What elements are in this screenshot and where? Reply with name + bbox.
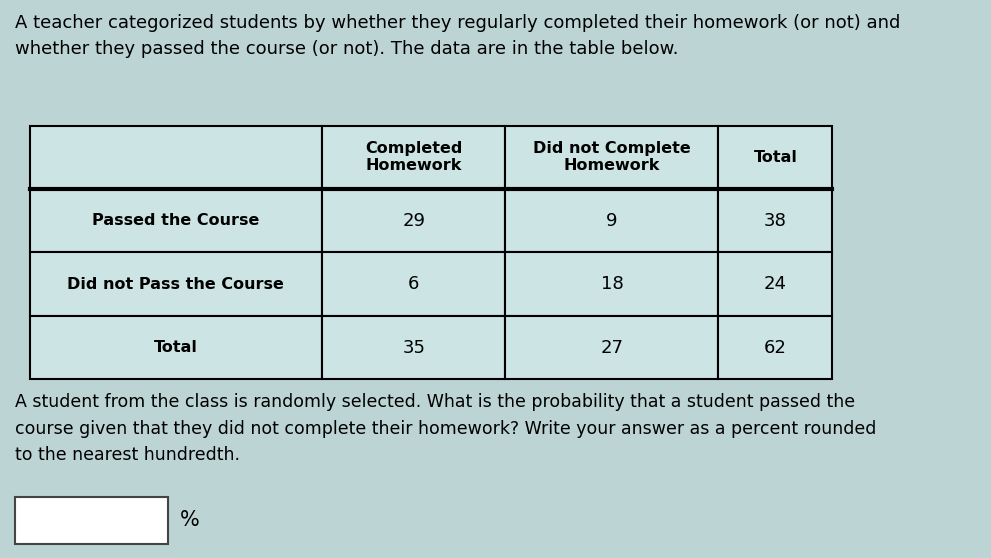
Text: Did not Pass the Course: Did not Pass the Course	[67, 277, 284, 292]
Bar	[505, 126, 718, 189]
Text: 6: 6	[408, 275, 419, 294]
Bar	[718, 189, 832, 252]
Text: 29: 29	[402, 211, 425, 230]
Text: Total: Total	[154, 340, 198, 355]
Bar	[30, 316, 322, 379]
Text: 38: 38	[764, 211, 787, 230]
Bar	[505, 189, 718, 252]
Text: Total: Total	[753, 150, 798, 165]
Text: A teacher categorized students by whether they regularly completed their homewor: A teacher categorized students by whethe…	[15, 14, 900, 57]
Bar	[718, 126, 832, 189]
Bar	[30, 189, 322, 252]
Bar	[322, 189, 505, 252]
Text: Did not Complete
Homework: Did not Complete Homework	[533, 141, 691, 174]
Bar	[718, 316, 832, 379]
Text: Completed
Homework: Completed Homework	[365, 141, 463, 174]
Bar	[15, 497, 168, 544]
Bar	[30, 252, 322, 316]
Text: Passed the Course: Passed the Course	[92, 213, 260, 228]
Bar	[322, 126, 505, 189]
Text: 18: 18	[601, 275, 623, 294]
Text: A student from the class is randomly selected. What is the probability that a st: A student from the class is randomly sel…	[15, 393, 876, 464]
Text: 9: 9	[606, 211, 617, 230]
Bar	[505, 316, 718, 379]
Text: %: %	[180, 511, 200, 530]
Text: 62: 62	[764, 339, 787, 357]
Bar	[505, 252, 718, 316]
Text: 27: 27	[601, 339, 623, 357]
Text: 35: 35	[402, 339, 425, 357]
Bar	[718, 252, 832, 316]
Text: 24: 24	[764, 275, 787, 294]
Bar	[322, 252, 505, 316]
Bar	[322, 316, 505, 379]
Bar	[30, 126, 322, 189]
